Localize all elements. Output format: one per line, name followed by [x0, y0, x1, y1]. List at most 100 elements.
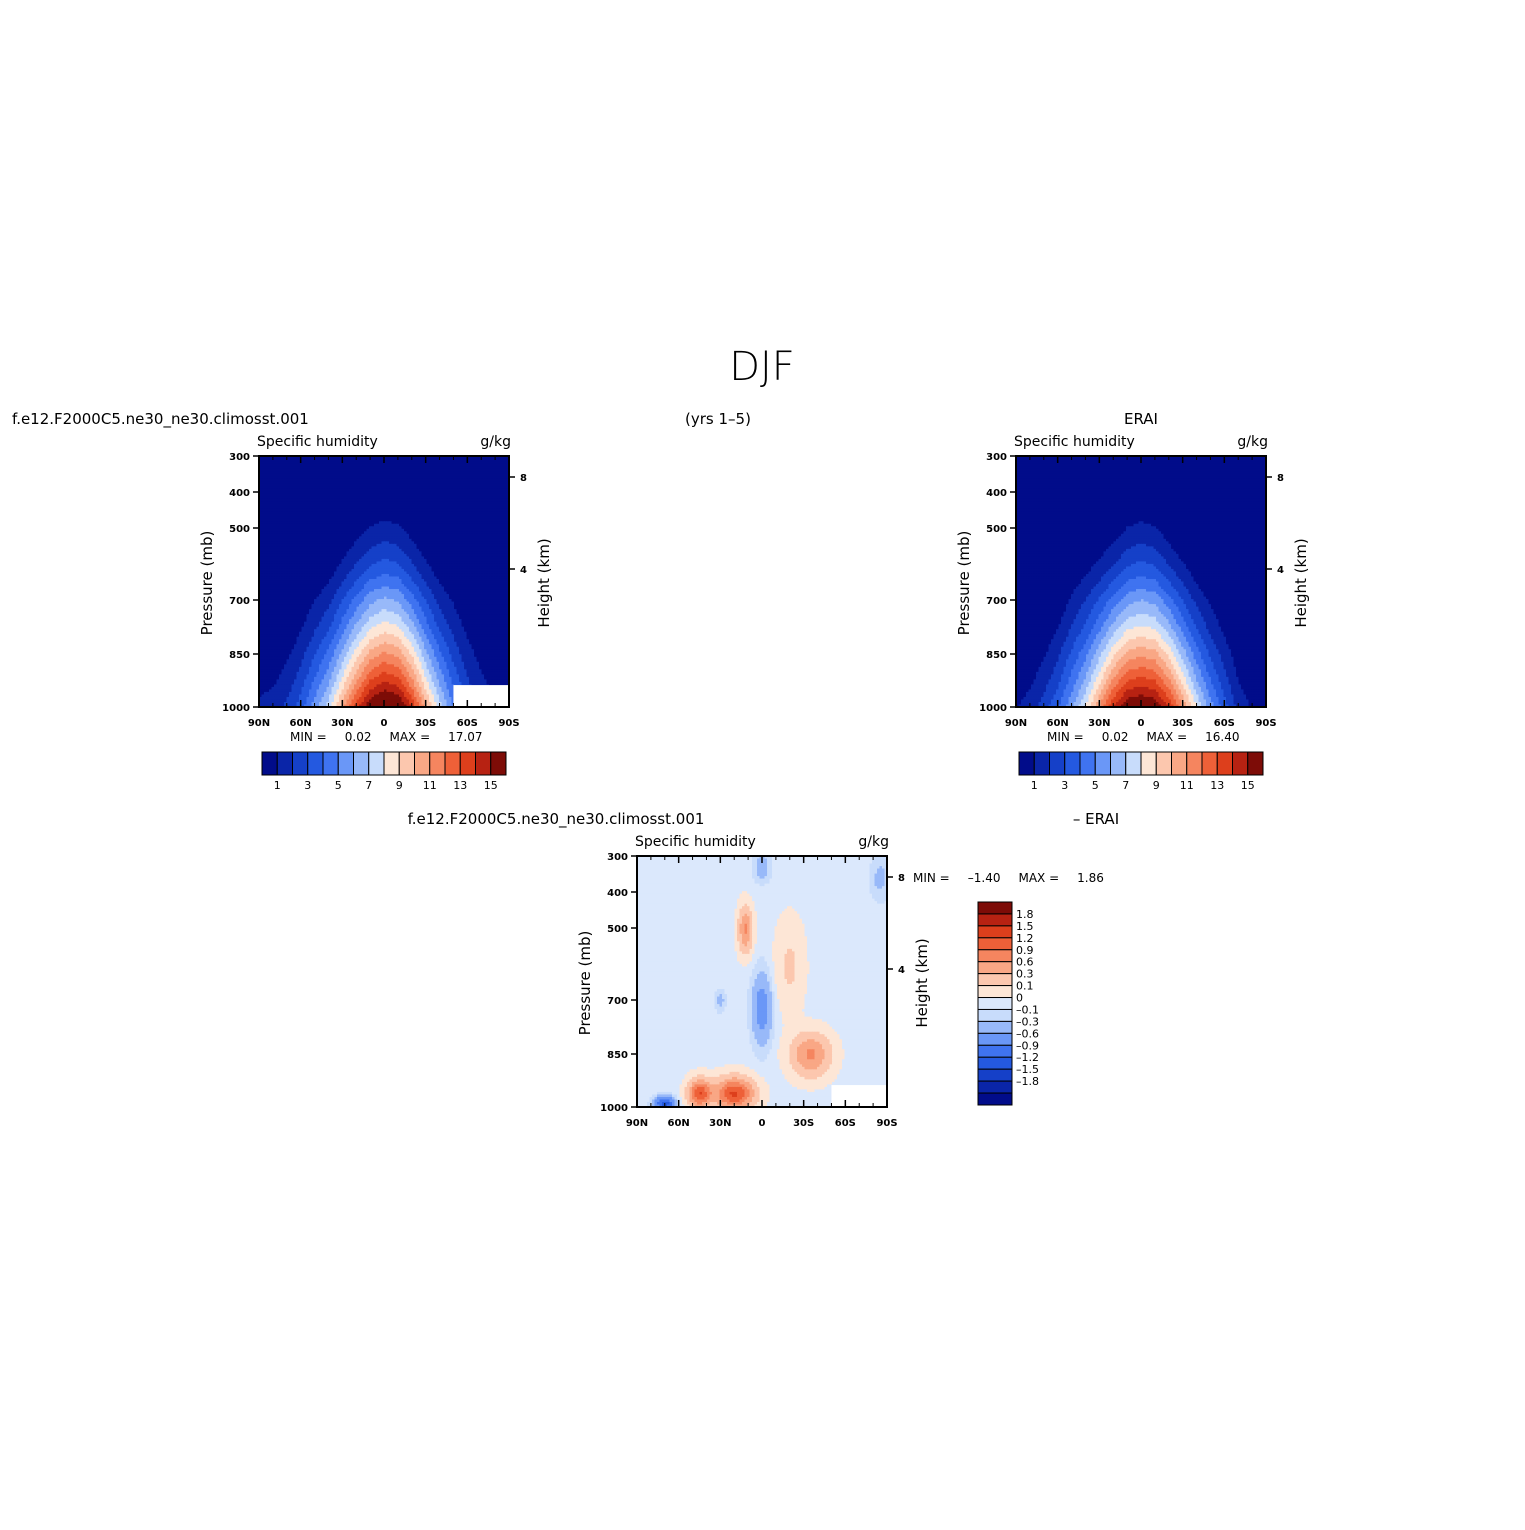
field-cell: [479, 458, 483, 462]
field-cell: [471, 456, 475, 460]
field-cell: [346, 463, 350, 467]
field-cell: [329, 478, 333, 482]
field-cell: [314, 466, 318, 470]
field-cell: [266, 478, 270, 482]
field-cell: [374, 478, 378, 482]
field-cell: [341, 473, 345, 477]
field-cell: [324, 461, 328, 465]
field-cell: [269, 456, 273, 460]
bottom-left-title: f.e12.F2000C5.ne30_ne30.climosst.001: [408, 810, 705, 829]
field-cell: [289, 458, 293, 462]
field-cell: [396, 458, 400, 462]
field-cell: [504, 476, 508, 480]
field-cell: [411, 458, 415, 462]
field-cell: [416, 473, 420, 477]
field-cell: [411, 463, 415, 467]
field-cell: [316, 471, 320, 475]
field-cell: [369, 463, 373, 467]
field-cell: [374, 473, 378, 477]
field-cell: [361, 456, 365, 460]
field-cell: [316, 468, 320, 472]
field-cell: [319, 461, 323, 465]
field-cell: [484, 461, 488, 465]
field-cell: [476, 468, 480, 472]
field-cell: [389, 478, 393, 482]
field-cell: [269, 466, 273, 470]
field-cell: [416, 471, 420, 475]
field-cell: [389, 461, 393, 465]
field-cell: [314, 476, 318, 480]
field-cell: [411, 466, 415, 470]
field-cell: [489, 456, 493, 460]
field-cell: [359, 476, 363, 480]
field-cell: [436, 468, 440, 472]
field-cell: [469, 473, 473, 477]
field-cell: [449, 456, 453, 460]
field-cell: [266, 468, 270, 472]
field-cell: [474, 473, 478, 477]
field-cell: [304, 458, 308, 462]
field-cell: [431, 473, 435, 477]
field-cell: [311, 456, 315, 460]
field-cell: [281, 476, 285, 480]
field-cell: [276, 461, 280, 465]
field-cell: [286, 476, 290, 480]
field-cell: [364, 476, 368, 480]
field-cell: [356, 461, 360, 465]
field-cell: [504, 468, 508, 472]
field-cell: [449, 458, 453, 462]
field-cell: [361, 471, 365, 475]
field-cell: [376, 461, 380, 465]
field-cell: [449, 463, 453, 467]
field-cell: [406, 468, 410, 472]
field-cell: [284, 471, 288, 475]
field-cell: [449, 471, 453, 475]
field-cell: [264, 463, 268, 467]
field-cell: [334, 471, 338, 475]
field-cell: [504, 471, 508, 475]
field-cell: [339, 461, 343, 465]
field-cell: [339, 468, 343, 472]
field-cell: [394, 461, 398, 465]
field-cell: [261, 471, 265, 475]
field-cell: [371, 463, 375, 467]
field-cell: [501, 468, 505, 472]
field-cell: [351, 468, 355, 472]
field-cell: [481, 456, 485, 460]
field-cell: [431, 471, 435, 475]
field-cell: [326, 466, 330, 470]
field-cell: [381, 468, 385, 472]
field-cell: [344, 458, 348, 462]
field-cell: [301, 466, 305, 470]
field-cell: [264, 458, 268, 462]
field-cell: [359, 478, 363, 482]
field-cell: [431, 468, 435, 472]
field-cell: [361, 458, 365, 462]
field-cell: [271, 463, 275, 467]
field-cell: [349, 478, 353, 482]
field-cell: [424, 466, 428, 470]
field-cell: [421, 458, 425, 462]
field-cell: [299, 471, 303, 475]
field-cell: [494, 476, 498, 480]
field-cell: [501, 473, 505, 477]
field-cell: [296, 476, 300, 480]
field-cell: [431, 466, 435, 470]
field-cell: [496, 461, 500, 465]
field-cell: [491, 468, 495, 472]
field-cell: [504, 466, 508, 470]
field-cell: [494, 468, 498, 472]
field-cell: [371, 476, 375, 480]
field-cell: [279, 456, 283, 460]
field-cell: [439, 461, 443, 465]
field-cell: [376, 456, 380, 460]
bottom-right-title: – ERAI: [1073, 810, 1119, 828]
field-cell: [346, 478, 350, 482]
field-cell: [301, 461, 305, 465]
field-cell: [486, 461, 490, 465]
field-cell: [261, 476, 265, 480]
field-cell: [464, 466, 468, 470]
field-cell: [409, 476, 413, 480]
field-cell: [276, 458, 280, 462]
field-cell: [474, 476, 478, 480]
